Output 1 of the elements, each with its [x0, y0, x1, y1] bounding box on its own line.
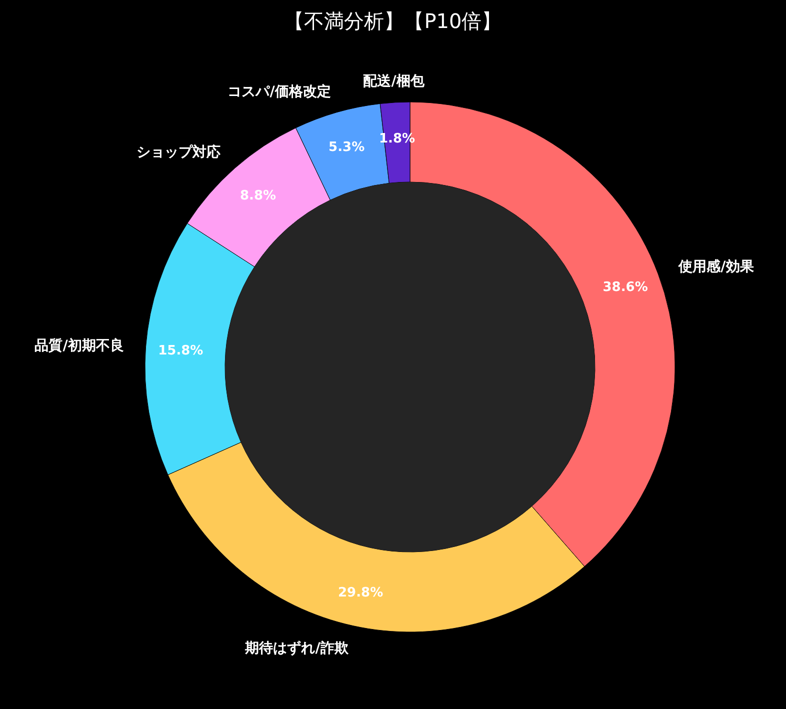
title: 【不満分析】【P10倍】 [284, 9, 502, 33]
